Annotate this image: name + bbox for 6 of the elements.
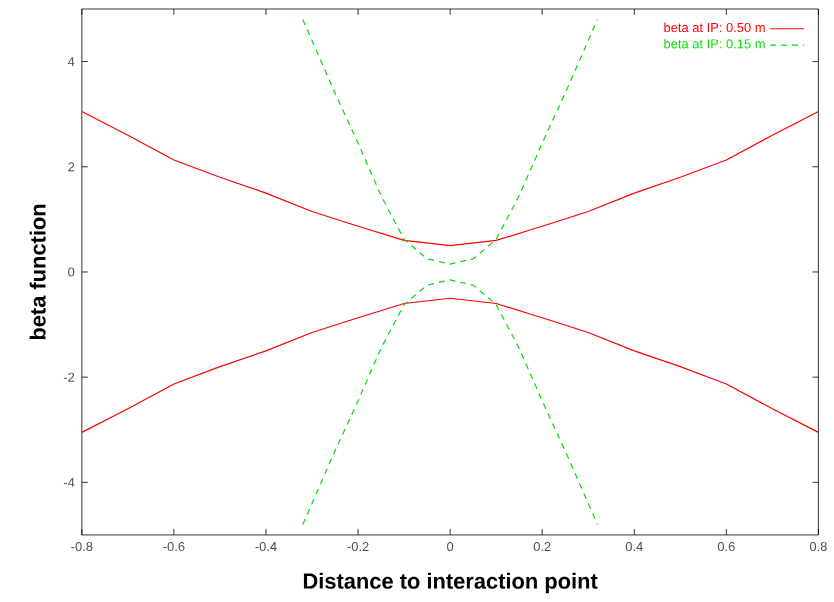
line-series xyxy=(81,297,819,433)
line-series xyxy=(302,18,599,265)
line-series xyxy=(302,278,599,525)
line-series xyxy=(81,110,819,246)
y-axis-title: beta function xyxy=(29,204,46,339)
x-axis-title: Distance to interaction point xyxy=(303,572,598,593)
